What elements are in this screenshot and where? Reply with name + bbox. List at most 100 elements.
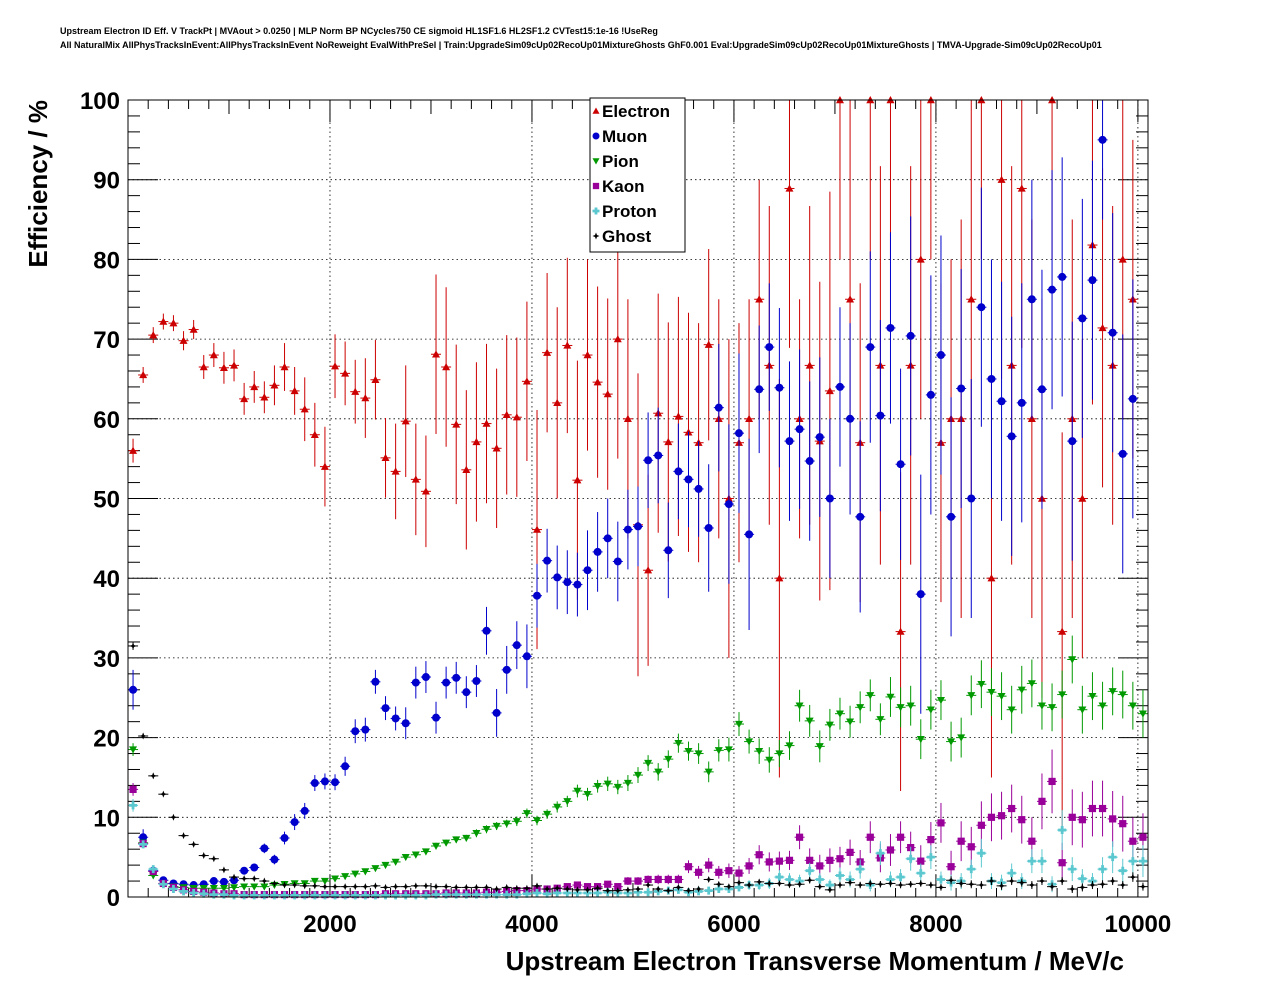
y-tick-label: 0 — [107, 885, 120, 912]
data-point — [158, 313, 169, 330]
data-point — [158, 880, 169, 889]
data-point — [511, 337, 522, 497]
data-point — [592, 889, 603, 898]
data-point — [188, 319, 199, 340]
data-point — [673, 874, 684, 885]
data-point — [996, 672, 1007, 721]
data-point — [370, 339, 381, 420]
data-point — [1006, 784, 1017, 833]
data-point — [966, 378, 977, 619]
data-point — [1067, 321, 1078, 561]
data-point — [1107, 213, 1118, 453]
data-point — [158, 790, 169, 798]
data-point — [390, 891, 401, 900]
data-point — [178, 331, 189, 351]
data-point — [824, 708, 835, 741]
legend-entry-muon: Muon — [592, 127, 647, 146]
data-point — [693, 743, 704, 764]
data-point — [754, 325, 765, 454]
data-point — [319, 891, 330, 900]
data-point — [441, 883, 452, 891]
data-point — [340, 341, 351, 406]
data-point — [168, 813, 179, 821]
data-point — [269, 879, 280, 887]
data-point — [239, 883, 250, 891]
y-tick-label: 40 — [93, 566, 120, 593]
data-point — [996, 791, 1007, 840]
data-point — [441, 666, 452, 699]
data-point — [370, 865, 381, 873]
data-point — [1077, 883, 1088, 892]
data-point — [451, 344, 462, 505]
data-point — [1036, 773, 1047, 830]
data-point — [138, 732, 149, 740]
data-point — [309, 882, 320, 890]
data-point — [1036, 681, 1047, 730]
data-point — [501, 890, 512, 899]
data-point — [693, 441, 704, 537]
data-point — [986, 793, 997, 842]
data-point — [380, 891, 391, 900]
data-point — [774, 851, 785, 871]
data-point — [592, 884, 603, 892]
data-point — [1026, 881, 1037, 890]
data-point — [128, 438, 139, 463]
data-point — [532, 563, 543, 628]
x-tick-label: 8000 — [909, 911, 962, 938]
data-point — [532, 889, 543, 898]
data-point — [420, 891, 431, 900]
data-point — [269, 854, 280, 865]
data-point — [259, 877, 270, 885]
data-point — [744, 857, 755, 874]
data-point — [218, 890, 229, 899]
data-point — [249, 891, 260, 900]
data-point — [481, 606, 492, 655]
data-point — [259, 891, 270, 900]
data-point — [410, 851, 421, 859]
data-point — [622, 489, 633, 570]
data-point — [592, 286, 603, 478]
data-point — [471, 665, 482, 697]
data-point — [319, 773, 330, 790]
data-point — [309, 891, 320, 900]
data-point — [733, 712, 744, 737]
data-point — [875, 319, 886, 512]
legend-label: Muon — [602, 127, 647, 146]
data-point — [188, 889, 199, 898]
data-point — [451, 883, 462, 891]
data-point — [521, 808, 532, 819]
data-point — [653, 885, 664, 893]
data-point — [289, 814, 300, 831]
data-point — [340, 883, 351, 891]
data-point — [1016, 795, 1027, 844]
data-point — [451, 890, 462, 899]
data-point — [491, 368, 502, 528]
data-point — [330, 891, 341, 900]
data-point — [360, 717, 371, 742]
data-point — [885, 879, 896, 887]
data-point — [521, 624, 532, 689]
data-point — [956, 879, 967, 888]
data-point — [208, 877, 219, 886]
data-point — [956, 821, 967, 862]
data-point — [340, 873, 351, 881]
data-point — [370, 891, 381, 900]
data-point — [390, 423, 401, 520]
data-point — [622, 877, 633, 886]
y-tick-label: 20 — [93, 726, 120, 753]
data-point — [431, 842, 442, 850]
data-point — [875, 703, 886, 736]
y-tick-label: 90 — [93, 168, 120, 195]
data-point — [370, 882, 381, 890]
data-point — [713, 343, 724, 472]
x-axis-label: Upstream Electron Transverse Momentum / … — [506, 946, 1124, 976]
data-point — [925, 96, 936, 260]
data-point — [845, 879, 856, 887]
data-point — [380, 696, 391, 721]
data-point — [602, 298, 613, 490]
x-tick-label: 2000 — [303, 911, 356, 938]
data-point — [834, 846, 845, 871]
data-point — [713, 739, 724, 762]
data-point — [683, 431, 694, 528]
data-point — [1117, 670, 1128, 719]
